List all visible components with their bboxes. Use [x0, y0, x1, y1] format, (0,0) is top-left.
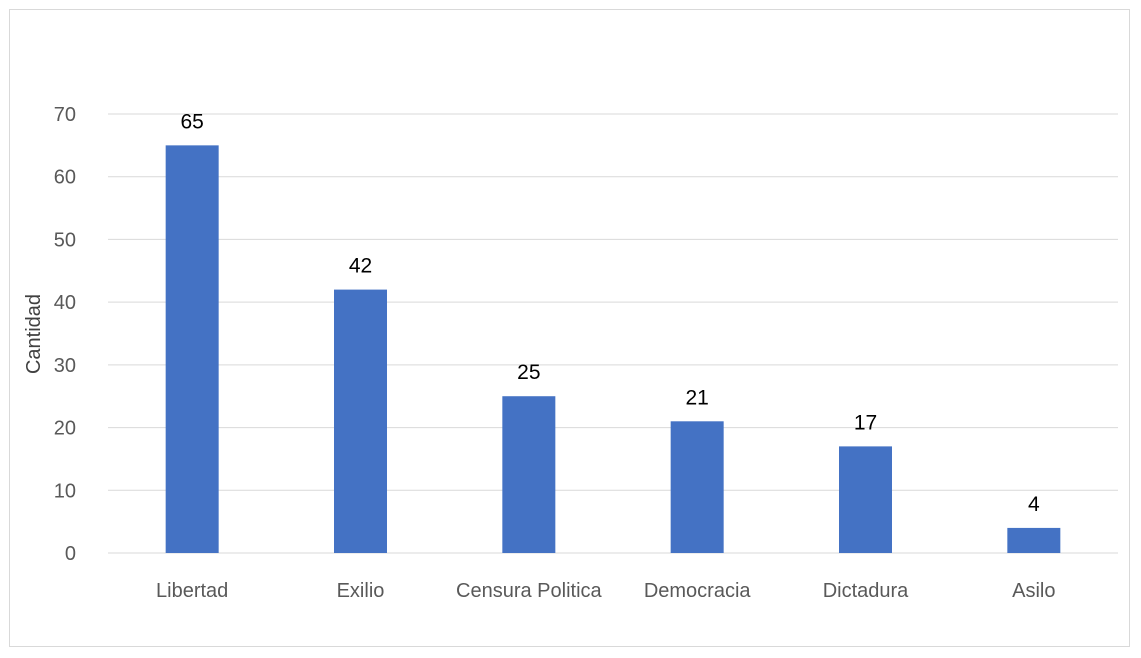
y-tick-label: 40	[54, 292, 76, 314]
x-axis-ticks: Libertad Exilio Censura Politica Democracia…	[156, 580, 1055, 602]
bar-libertad	[165, 145, 219, 553]
y-axis-ticks: 0 10 20 30 40 50 60 70	[54, 104, 76, 565]
y-tick-label: 50	[54, 229, 76, 251]
x-tick-label: Asilo	[1012, 580, 1055, 602]
bar-democracia	[670, 421, 724, 553]
data-label: 4	[1028, 493, 1040, 516]
x-tick-label: Democracia	[644, 580, 752, 602]
bar-exilio	[334, 289, 387, 553]
y-tick-label: 10	[54, 480, 76, 502]
x-tick-label: Exilio	[337, 580, 385, 602]
data-label: 25	[517, 361, 540, 384]
data-labels: 65 42 25 21 17 4	[180, 110, 1040, 516]
data-label: 17	[854, 411, 877, 434]
y-tick-label: 70	[54, 104, 76, 126]
data-label: 21	[685, 386, 708, 409]
y-tick-label: 20	[54, 418, 76, 440]
bar-dictadura	[839, 446, 892, 553]
data-label: 42	[349, 255, 372, 278]
x-tick-label: Dictadura	[823, 580, 909, 602]
bar-asilo	[1007, 527, 1061, 553]
bars	[165, 145, 1061, 553]
x-tick-label: Libertad	[156, 580, 228, 602]
y-tick-label: 0	[65, 543, 76, 565]
y-axis-title: Cantidad	[23, 294, 45, 374]
bar-censura-politica	[502, 396, 556, 553]
y-tick-label: 30	[54, 355, 76, 377]
y-tick-label: 60	[54, 167, 76, 189]
x-tick-label: Censura Politica	[456, 580, 603, 602]
data-label: 65	[180, 110, 203, 133]
gridlines	[108, 113, 1118, 554]
